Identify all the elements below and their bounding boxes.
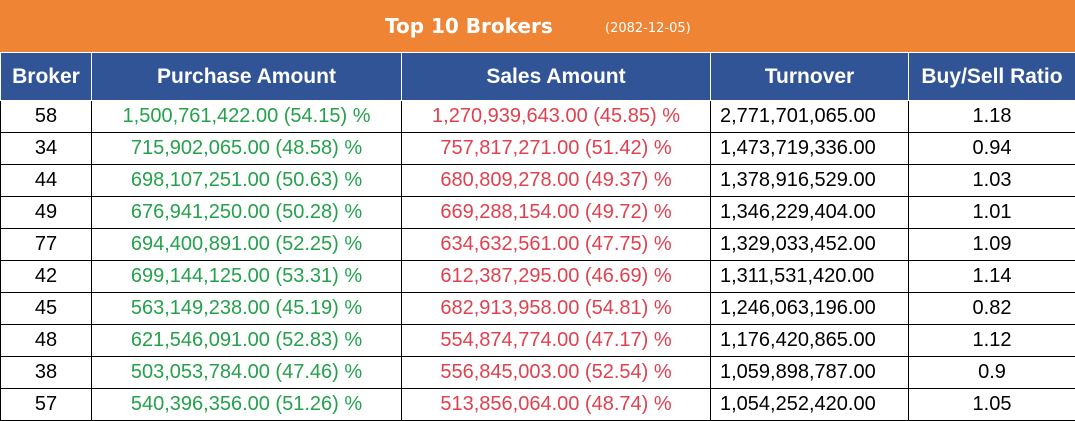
table-row: 42 699,144,125.00 (53.31) % 612,387,295.00… (0, 260, 1075, 293)
broker-cell: 48 (0, 324, 92, 357)
ratio-cell: 1.05 (908, 388, 1075, 421)
broker-cell: 45 (0, 292, 92, 325)
turnover-cell: 1,059,898,787.00 (710, 356, 909, 389)
ratio-cell: 1.03 (908, 164, 1075, 197)
sales-cell: 556,845,003.00 (52.54) % (401, 356, 711, 389)
purchase-cell: 698,107,251.00 (50.63) % (91, 164, 402, 197)
table-row: 38 503,053,784.00 (47.46) % 556,845,003.00… (0, 356, 1075, 389)
broker-cell: 34 (0, 132, 92, 165)
broker-cell: 44 (0, 164, 92, 197)
title-bar: Top 10 Brokers (2082-12-05) (0, 0, 1075, 52)
purchase-cell: 694,400,891.00 (52.25) % (91, 228, 402, 261)
turnover-cell: 1,473,719,336.00 (710, 132, 909, 165)
brokers-table: Broker Purchase Amount Sales Amount Turn… (0, 52, 1075, 421)
turnover-cell: 1,329,033,452.00 (710, 228, 909, 261)
broker-cell: 58 (0, 100, 92, 133)
table-row: 77 694,400,891.00 (52.25) % 634,632,561.00… (0, 228, 1075, 261)
turnover-cell: 1,378,916,529.00 (710, 164, 909, 197)
column-header-turnover: Turnover (710, 52, 909, 101)
purchase-cell: 715,902,065.00 (48.58) % (91, 132, 402, 165)
column-header-purchase: Purchase Amount (91, 52, 402, 101)
broker-cell: 42 (0, 260, 92, 293)
sales-cell: 757,817,271.00 (51.42) % (401, 132, 711, 165)
turnover-cell: 1,346,229,404.00 (710, 196, 909, 229)
broker-cell: 77 (0, 228, 92, 261)
table-row: 57 540,396,356.00 (51.26) % 513,856,064.00… (0, 388, 1075, 421)
ratio-cell: 1.14 (908, 260, 1075, 293)
purchase-cell: 621,546,091.00 (52.83) % (91, 324, 402, 357)
ratio-cell: 0.82 (908, 292, 1075, 325)
sales-cell: 612,387,295.00 (46.69) % (401, 260, 711, 293)
table-row: 49 676,941,250.00 (50.28) % 669,288,154.00… (0, 196, 1075, 229)
purchase-cell: 563,149,238.00 (45.19) % (91, 292, 402, 325)
sales-cell: 682,913,958.00 (54.81) % (401, 292, 711, 325)
turnover-cell: 1,311,531,420.00 (710, 260, 909, 293)
table-row: 34 715,902,065.00 (48.58) % 757,817,271.00… (0, 132, 1075, 165)
table-row: 45 563,149,238.00 (45.19) % 682,913,958.00… (0, 292, 1075, 325)
broker-cell: 57 (0, 388, 92, 421)
table-row: 48 621,546,091.00 (52.83) % 554,874,774.00… (0, 324, 1075, 357)
turnover-cell: 2,771,701,065.00 (710, 100, 909, 133)
purchase-cell: 699,144,125.00 (53.31) % (91, 260, 402, 293)
ratio-cell: 1.18 (908, 100, 1075, 133)
broker-cell: 49 (0, 196, 92, 229)
table-row: 44 698,107,251.00 (50.63) % 680,809,278.00… (0, 164, 1075, 197)
ratio-cell: 0.94 (908, 132, 1075, 165)
purchase-cell: 540,396,356.00 (51.26) % (91, 388, 402, 421)
column-header-ratio: Buy/Sell Ratio (908, 52, 1075, 101)
table-header-row: Broker Purchase Amount Sales Amount Turn… (0, 52, 1075, 101)
page-title: Top 10 Brokers (385, 14, 553, 38)
purchase-cell: 1,500,761,422.00 (54.15) % (91, 100, 402, 133)
ratio-cell: 0.9 (908, 356, 1075, 389)
sales-cell: 669,288,154.00 (49.72) % (401, 196, 711, 229)
table-row: 58 1,500,761,422.00 (54.15) % 1,270,939,64… (0, 100, 1075, 133)
ratio-cell: 1.01 (908, 196, 1075, 229)
sales-cell: 554,874,774.00 (47.17) % (401, 324, 711, 357)
purchase-cell: 503,053,784.00 (47.46) % (91, 356, 402, 389)
ratio-cell: 1.09 (908, 228, 1075, 261)
column-header-sales: Sales Amount (401, 52, 711, 101)
date-label: (2082-12-05) (605, 21, 691, 36)
turnover-cell: 1,246,063,196.00 (710, 292, 909, 325)
column-header-broker: Broker (0, 52, 92, 101)
ratio-cell: 1.12 (908, 324, 1075, 357)
purchase-cell: 676,941,250.00 (50.28) % (91, 196, 402, 229)
sales-cell: 1,270,939,643.00 (45.85) % (401, 100, 711, 133)
turnover-cell: 1,176,420,865.00 (710, 324, 909, 357)
sales-cell: 634,632,561.00 (47.75) % (401, 228, 711, 261)
sales-cell: 513,856,064.00 (48.74) % (401, 388, 711, 421)
broker-cell: 38 (0, 356, 92, 389)
turnover-cell: 1,054,252,420.00 (710, 388, 909, 421)
sales-cell: 680,809,278.00 (49.37) % (401, 164, 711, 197)
